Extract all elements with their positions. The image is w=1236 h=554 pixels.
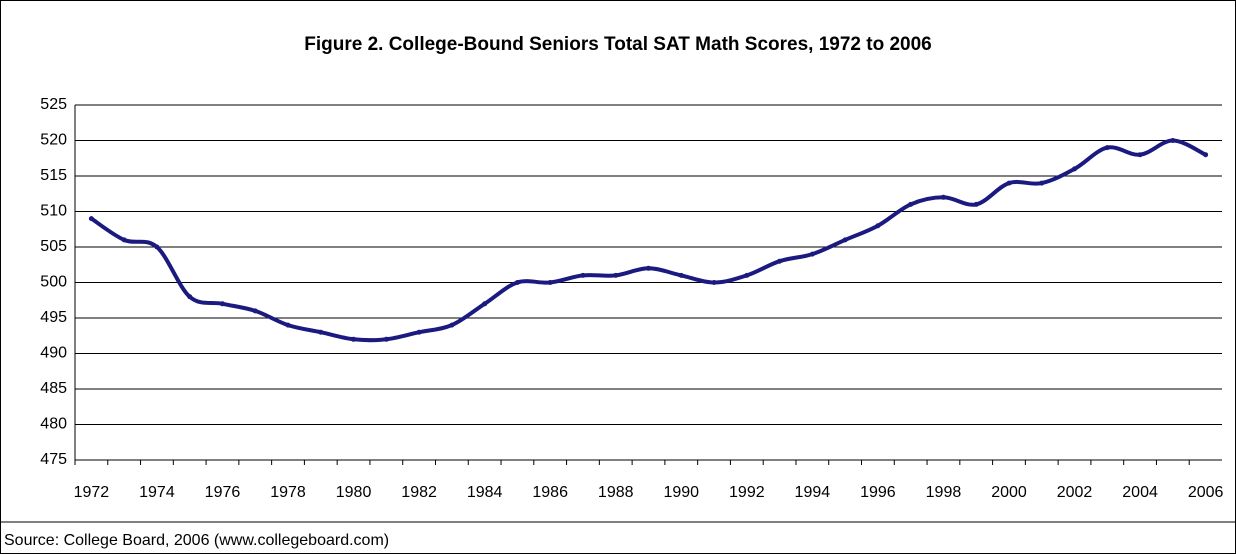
- x-tick-label: 2002: [1057, 484, 1093, 501]
- y-tick-label: 510: [40, 203, 67, 220]
- data-point: [547, 280, 553, 285]
- y-tick-label: 490: [40, 345, 67, 362]
- y-tick-label: 500: [40, 274, 67, 291]
- y-tick-label: 505: [40, 238, 67, 255]
- y-tick-label: 525: [40, 96, 67, 113]
- data-point: [908, 201, 914, 207]
- x-tick-label: 1974: [139, 484, 175, 501]
- data-point: [1170, 138, 1176, 143]
- x-tick-label: 1990: [663, 484, 699, 501]
- x-tick-label: 1982: [401, 484, 437, 501]
- y-tick-label: 520: [40, 132, 67, 149]
- data-point: [1203, 152, 1209, 158]
- chart-title: Figure 2. College-Bound Seniors Total SA…: [304, 34, 932, 55]
- x-tick-label: 1972: [74, 484, 110, 501]
- y-tick-label: 475: [40, 451, 67, 468]
- data-point: [449, 322, 455, 328]
- data-point: [1006, 180, 1012, 186]
- data-point: [416, 329, 422, 335]
- data-point: [1104, 145, 1110, 151]
- data-point: [1039, 180, 1045, 186]
- x-tick-label: 2006: [1188, 484, 1224, 501]
- data-point: [875, 223, 881, 229]
- data-point: [1137, 152, 1143, 158]
- data-point: [777, 258, 783, 264]
- data-point: [940, 194, 946, 200]
- data-point: [383, 336, 389, 342]
- y-tick-label: 480: [40, 416, 67, 433]
- data-point: [121, 237, 127, 243]
- data-point: [646, 265, 651, 271]
- data-point: [580, 272, 586, 278]
- data-point: [842, 237, 848, 243]
- x-tick-label: 1996: [860, 484, 896, 501]
- data-point: [482, 301, 488, 307]
- y-tick-label: 495: [40, 309, 67, 326]
- x-tick-label: 2004: [1122, 484, 1158, 501]
- data-point: [744, 272, 750, 278]
- data-point: [88, 216, 94, 222]
- data-point: [252, 308, 258, 314]
- data-point: [711, 280, 717, 285]
- data-point: [809, 251, 815, 257]
- data-point: [973, 201, 979, 207]
- data-point: [187, 294, 193, 300]
- x-tick-label: 1988: [598, 484, 634, 501]
- data-point: [351, 336, 357, 342]
- x-tick-label: 1978: [270, 484, 306, 501]
- x-tick-label: 2000: [991, 484, 1027, 501]
- x-tick-label: 1986: [532, 484, 568, 501]
- x-tick-label: 1994: [795, 484, 831, 501]
- source-note: Source: College Board, 2006 (www.college…: [4, 532, 389, 549]
- data-point: [285, 322, 291, 328]
- data-point: [514, 280, 520, 285]
- x-tick-label: 1976: [205, 484, 241, 501]
- data-point: [318, 329, 324, 335]
- y-tick-label: 515: [40, 167, 67, 184]
- x-tick-label: 1998: [926, 484, 962, 501]
- data-point: [678, 272, 684, 278]
- data-point: [219, 301, 225, 307]
- data-point: [613, 272, 619, 278]
- x-tick-label: 1984: [467, 484, 503, 501]
- x-tick-label: 1980: [336, 484, 372, 501]
- y-tick-label: 485: [40, 380, 67, 397]
- data-point: [154, 244, 160, 250]
- x-tick-label: 1992: [729, 484, 765, 501]
- data-point: [1072, 166, 1078, 172]
